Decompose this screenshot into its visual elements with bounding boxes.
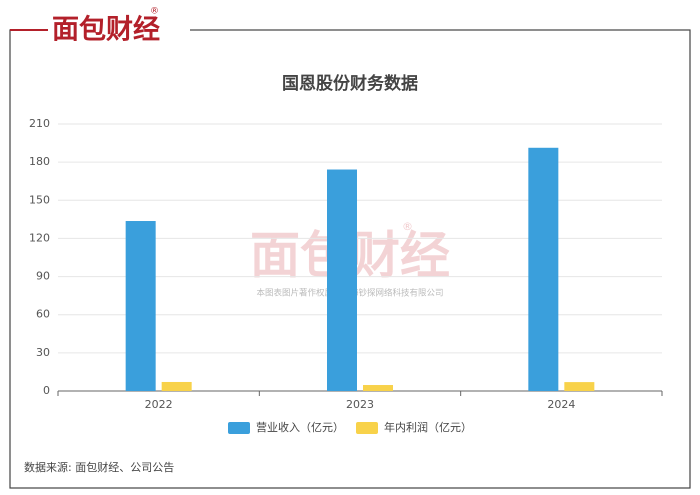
legend-label: 年内利润（亿元） [384, 420, 472, 434]
chart-title: 国恩股份财务数据 [282, 73, 418, 94]
x-tick-label: 2024 [547, 398, 575, 411]
legend-swatch [228, 422, 250, 434]
y-tick-label: 30 [36, 346, 50, 359]
y-tick-label: 210 [29, 117, 50, 130]
bar [564, 382, 595, 391]
y-tick-label: 180 [29, 155, 50, 168]
bar [125, 221, 156, 391]
bar [327, 169, 357, 391]
y-tick-label: 150 [29, 193, 50, 206]
watermark-mark: ® [402, 220, 413, 233]
y-tick-label: 90 [36, 270, 50, 283]
brand-logo: 面包财经 [52, 14, 160, 46]
x-tick-label: 2023 [346, 398, 374, 411]
legend-label: 营业收入（亿元） [256, 420, 344, 434]
y-tick-label: 0 [43, 384, 50, 397]
x-tick-label: 2022 [145, 398, 173, 411]
bar [363, 385, 393, 391]
y-tick-label: 60 [36, 308, 50, 321]
bar [528, 147, 559, 391]
bar [161, 381, 192, 391]
y-tick-label: 120 [29, 231, 50, 244]
logo-backdrop [40, 14, 190, 44]
legend-swatch [356, 422, 378, 434]
frame [9, 29, 691, 489]
brand-mark: ® [150, 7, 159, 17]
source-note: 数据来源: 面包财经、公司公告 [24, 460, 174, 474]
